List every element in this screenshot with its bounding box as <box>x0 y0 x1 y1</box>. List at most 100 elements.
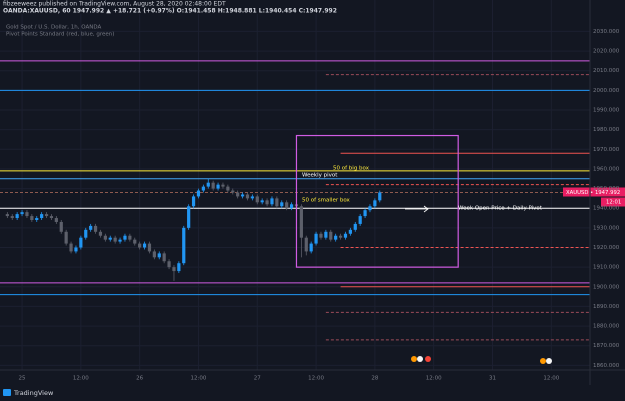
x-tick-label: 28 <box>371 376 378 382</box>
candle-body <box>142 243 147 248</box>
candle-body <box>329 231 333 240</box>
candle-body <box>275 198 279 207</box>
candle-body <box>363 210 367 217</box>
candle-body <box>128 235 132 240</box>
candle-body <box>289 204 294 209</box>
candle-body <box>157 253 161 258</box>
candle-body <box>123 235 127 240</box>
candle-body <box>133 239 137 244</box>
candle-body <box>319 233 323 238</box>
chart-subtitle: Pivot Points Standard (red, blue, green) <box>6 32 114 38</box>
candle-body <box>299 206 303 238</box>
candle-body <box>250 196 254 199</box>
candle-body <box>191 196 196 207</box>
y-tick-label: 1860.000 <box>593 363 620 369</box>
candle-body <box>309 243 313 252</box>
candle-body <box>5 214 9 217</box>
annotation: Weekly pivot <box>302 173 338 179</box>
price-tag <box>563 187 625 197</box>
candle-body <box>201 186 205 191</box>
candle-body <box>245 194 250 199</box>
candle-body <box>368 206 372 211</box>
candle-body <box>10 216 14 219</box>
candle-body <box>285 202 289 209</box>
event-icon <box>425 356 431 362</box>
levels <box>0 60 590 341</box>
y-tick-label: 1880.000 <box>593 324 620 330</box>
y-tick-label: 2030.000 <box>593 29 620 35</box>
y-tick-label: 1970.000 <box>593 147 620 153</box>
price-label: XAUUSD • 1947.992 <box>566 190 620 196</box>
y-tick-label: 1980.000 <box>593 127 620 133</box>
candle-body <box>113 237 117 242</box>
y-tick-label: 2000.000 <box>593 88 620 94</box>
candle-body <box>118 239 122 242</box>
event-icon <box>417 356 423 362</box>
candle-body <box>206 182 210 187</box>
x-tick-label: 27 <box>254 376 261 382</box>
candle-body <box>98 231 103 236</box>
candle-body <box>103 235 107 240</box>
y-tick-label: 1920.000 <box>593 245 620 251</box>
candle-body <box>211 182 215 189</box>
candle-body <box>373 200 377 207</box>
candle-body <box>79 237 83 248</box>
candle-body <box>167 261 171 268</box>
candle-body <box>54 218 58 222</box>
arrow <box>405 205 429 213</box>
x-tick-label: 12:00 <box>73 376 89 382</box>
y-tick-label: 1940.000 <box>593 206 620 212</box>
x-tick-label: 31 <box>489 376 496 382</box>
candle-body <box>280 202 284 207</box>
candle-body <box>324 231 328 238</box>
candle-body <box>334 235 338 240</box>
event-icons <box>411 356 552 364</box>
candle-body <box>35 218 39 220</box>
y-tick-label: 1960.000 <box>593 166 620 172</box>
candle-body <box>64 231 68 244</box>
annotation: 50 of smaller box <box>302 198 351 204</box>
x-tick-label: 12:00 <box>308 376 324 382</box>
candle-body <box>44 214 49 217</box>
candle-body <box>20 212 24 215</box>
footer-bg <box>0 385 625 401</box>
candle-body <box>265 200 269 205</box>
candle-body <box>182 227 186 264</box>
y-tick-label: 1890.000 <box>593 304 620 310</box>
candle-body <box>231 190 235 193</box>
candle-body <box>260 200 264 203</box>
candle-body <box>152 251 156 258</box>
candle-body <box>378 192 382 201</box>
x-tick-label: 26 <box>136 376 143 382</box>
candle-body <box>25 212 29 217</box>
y-tick-label: 1950.000 <box>593 186 620 192</box>
candle-body <box>15 214 19 219</box>
candle-body <box>343 233 348 238</box>
candle-body <box>255 196 259 203</box>
candle-body <box>358 216 362 224</box>
candle-body <box>74 247 78 252</box>
annotation: Week Open Price + Daily Pivot <box>458 206 543 212</box>
brand: TradingView <box>13 389 54 397</box>
y-tick-label: 2010.000 <box>593 68 620 74</box>
event-icon <box>540 358 546 364</box>
event-icon <box>411 356 417 362</box>
candle-body <box>147 243 152 252</box>
x-tick-label: 12:00 <box>191 376 207 382</box>
candle-body <box>348 229 352 234</box>
countdown-tag <box>601 197 625 207</box>
candle-body <box>177 263 181 272</box>
candle-body <box>89 225 93 230</box>
brand-logo <box>3 389 11 396</box>
candle-body <box>304 237 308 252</box>
publisher: fibzeeweez published on TradingView.com,… <box>3 1 226 8</box>
candle-body <box>353 223 357 230</box>
symbol-line: OANDA:XAUUSD, 60 1947.992 ▲ +18.721 (+0.… <box>3 8 337 15</box>
y-tick-label: 1990.000 <box>593 108 620 114</box>
candle-body <box>187 206 191 228</box>
candle-body <box>216 184 220 189</box>
